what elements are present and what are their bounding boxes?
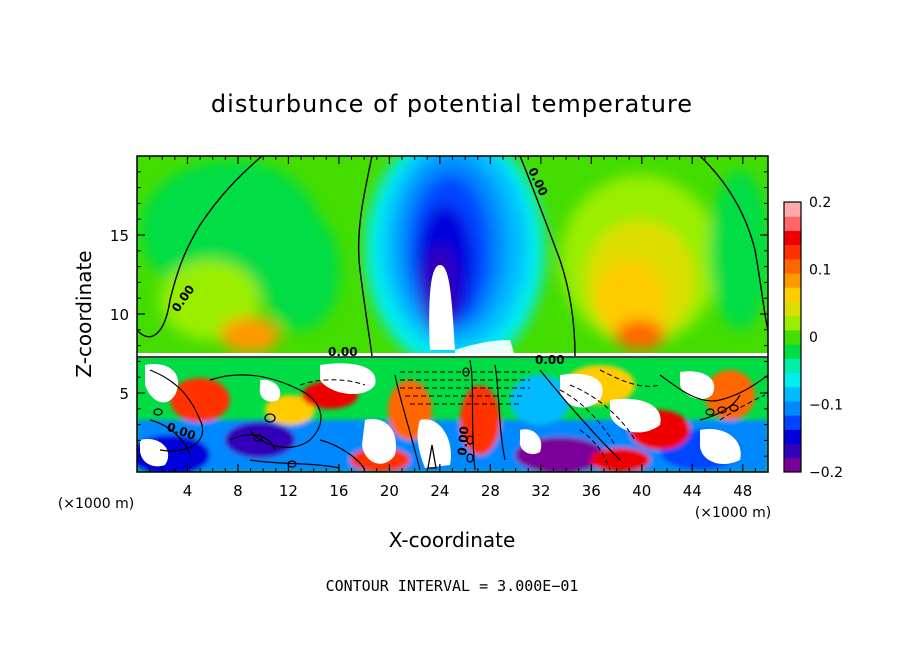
x-tick-label: 28 bbox=[481, 482, 500, 500]
colorbar-swatch bbox=[784, 244, 801, 260]
colorbar-swatch bbox=[784, 258, 801, 274]
colorbar-swatch bbox=[784, 273, 801, 288]
colorbar bbox=[783, 201, 802, 473]
y-tick-label: 15 bbox=[110, 227, 129, 245]
x-unit-label-right: (×1000 m) bbox=[695, 505, 771, 521]
colorbar-swatch bbox=[784, 301, 801, 317]
colorbar-swatch bbox=[784, 400, 801, 416]
colorbar-swatch bbox=[784, 287, 801, 302]
colorbar-tick-label: −0.1 bbox=[809, 398, 843, 414]
colorbar-tick-label: 0.2 bbox=[809, 195, 831, 211]
x-tick-label: 48 bbox=[733, 482, 752, 500]
x-tick-label: 16 bbox=[329, 482, 348, 500]
colorbar-swatch bbox=[784, 216, 801, 231]
y-tick-label: 5 bbox=[119, 385, 129, 403]
colorbar-swatch bbox=[784, 230, 801, 246]
heatmap-field: 0.00 0.00 0.00 0.00 0.00 0.00 bbox=[137, 156, 768, 472]
colorbar-tick-label: 0 bbox=[809, 330, 818, 346]
colorbar-swatch bbox=[784, 344, 801, 359]
colorbar-swatch bbox=[784, 372, 801, 388]
x-axis: 4 8 12 16 20 24 28 32 36 40 44 48 bbox=[149, 156, 756, 500]
colorbar-swatch bbox=[784, 443, 801, 459]
x-axis-label: X-coordinate bbox=[389, 528, 516, 552]
colorbar-swatch bbox=[784, 429, 801, 445]
chart-title: disturbunce of potential temperature bbox=[211, 90, 693, 118]
contour-interval-note: CONTOUR INTERVAL = 3.000E−01 bbox=[326, 577, 579, 595]
colorbar-swatch bbox=[784, 358, 801, 374]
x-tick-label: 24 bbox=[430, 482, 449, 500]
x-unit-label-left: (×1000 m) bbox=[58, 496, 134, 512]
colorbar-swatch bbox=[784, 202, 801, 217]
x-tick-label: 20 bbox=[380, 482, 399, 500]
colorbar-frame bbox=[783, 201, 802, 473]
x-tick-label: 8 bbox=[233, 482, 243, 500]
colorbar-swatch bbox=[784, 457, 801, 473]
x-tick-label: 36 bbox=[582, 482, 601, 500]
x-tick-label: 40 bbox=[632, 482, 651, 500]
y-axis: 5 10 15 bbox=[110, 171, 768, 457]
contour-label: 0.00 bbox=[535, 353, 565, 367]
x-tick-label: 44 bbox=[683, 482, 702, 500]
colorbar-swatch bbox=[784, 415, 801, 430]
colorbar-swatch bbox=[784, 329, 801, 345]
y-axis-label: Z-coordinate bbox=[72, 250, 96, 377]
contour-label: 0.00 bbox=[455, 426, 472, 457]
x-tick-label: 4 bbox=[183, 482, 193, 500]
colorbar-swatch bbox=[784, 315, 801, 331]
x-tick-label: 32 bbox=[531, 482, 550, 500]
x-tick-label: 12 bbox=[279, 482, 298, 500]
colorbar-ticks: 0.2 0.1 0 −0.1 −0.2 bbox=[809, 195, 843, 481]
colorbar-swatch bbox=[784, 386, 801, 402]
contour-label: 0.00 bbox=[328, 345, 358, 359]
colorbar-tick-label: 0.1 bbox=[809, 263, 831, 279]
y-tick-label: 10 bbox=[110, 306, 129, 324]
colorbar-tick-label: −0.2 bbox=[809, 465, 843, 481]
